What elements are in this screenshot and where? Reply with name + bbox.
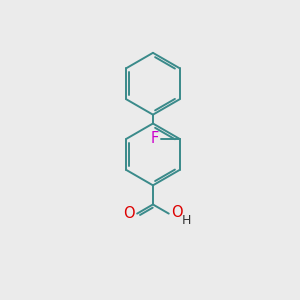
Text: H: H (182, 214, 191, 226)
Text: O: O (171, 205, 182, 220)
Text: F: F (151, 131, 159, 146)
Text: O: O (123, 206, 135, 221)
